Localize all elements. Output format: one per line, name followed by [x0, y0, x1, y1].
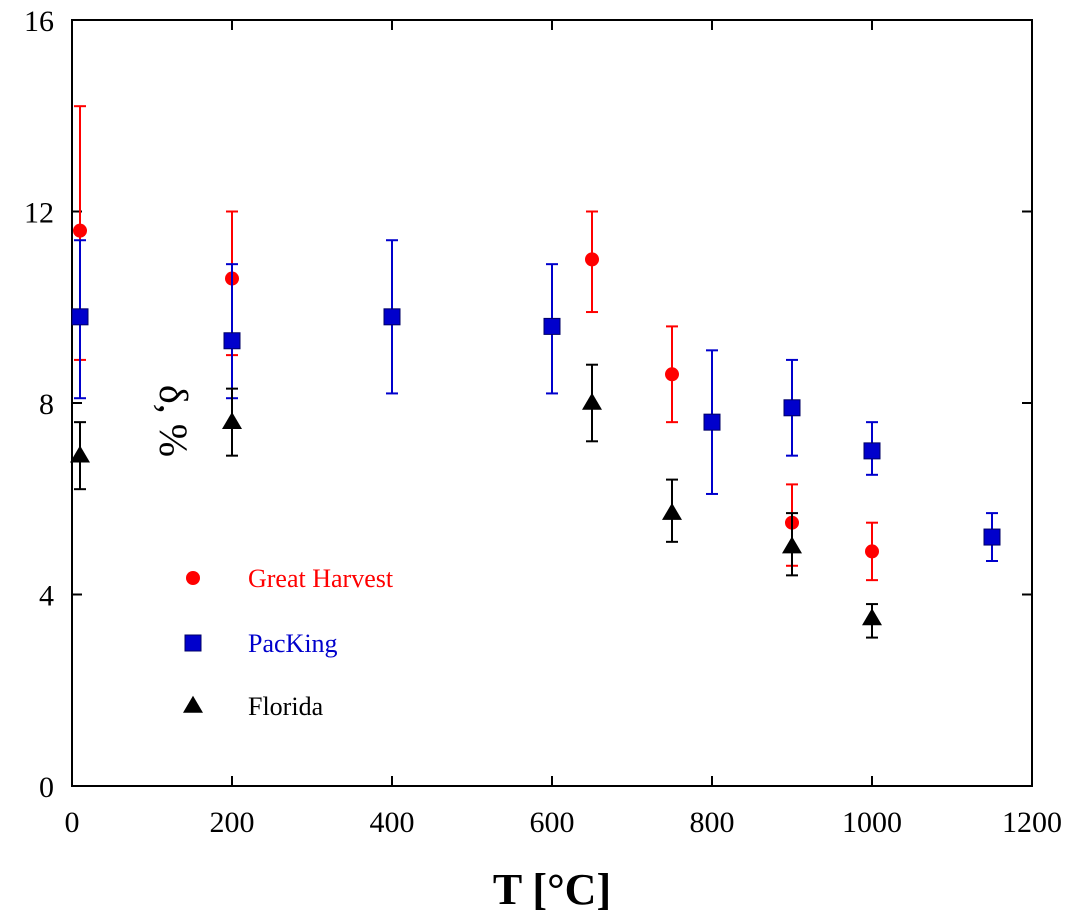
y-tick-label: 8: [39, 388, 54, 421]
data-point: [222, 411, 242, 429]
y-tick-label: 16: [24, 5, 54, 38]
data-point: [665, 367, 679, 382]
x-tick-label: 0: [65, 806, 80, 839]
data-point: [71, 308, 89, 326]
data-point: [862, 608, 882, 626]
series-great-harvest: [73, 105, 879, 582]
y-tick-label: 4: [39, 580, 54, 613]
data-point: [865, 544, 879, 559]
data-point: [73, 223, 87, 238]
legend-label: Florida: [248, 692, 324, 721]
data-point: [585, 252, 599, 267]
data-point: [582, 392, 602, 410]
data-point: [983, 528, 1001, 546]
data-point: [223, 332, 241, 350]
legend: Great Harvest PacKing Florida: [183, 564, 394, 721]
plot-frame: [71, 19, 1033, 787]
legend-marker: [184, 634, 202, 652]
x-tick-label: 600: [530, 806, 575, 839]
y-tick-label: 0: [39, 771, 54, 804]
data-point: [662, 502, 682, 520]
x-tick-label: 1000: [842, 806, 902, 839]
legend-label: PacKing: [248, 629, 338, 658]
data-point: [383, 308, 401, 326]
series-florida: [70, 363, 882, 639]
data-point: [70, 445, 90, 463]
data-point: [783, 399, 801, 417]
legend-marker: [186, 571, 200, 585]
series-packing: [71, 239, 1001, 562]
data-point: [543, 317, 561, 335]
x-axis-label: T [°C]: [493, 865, 611, 914]
data-marks: [70, 105, 1001, 639]
legend-marker: [183, 695, 203, 713]
legend-label: Great Harvest: [248, 564, 394, 593]
tick-labels: 0 200 400 600 800 1000 1200 0 4 8 12 16: [24, 5, 1062, 839]
data-point: [703, 413, 721, 431]
y-tick-label: 12: [24, 197, 54, 230]
x-tick-label: 1200: [1002, 806, 1062, 839]
data-point: [863, 442, 881, 460]
y-axis-label: δ, %: [151, 385, 196, 457]
data-point: [782, 536, 802, 554]
x-tick-label: 800: [690, 806, 735, 839]
axis-ticks: [71, 19, 1033, 787]
x-tick-label: 400: [370, 806, 415, 839]
x-tick-label: 200: [210, 806, 255, 839]
